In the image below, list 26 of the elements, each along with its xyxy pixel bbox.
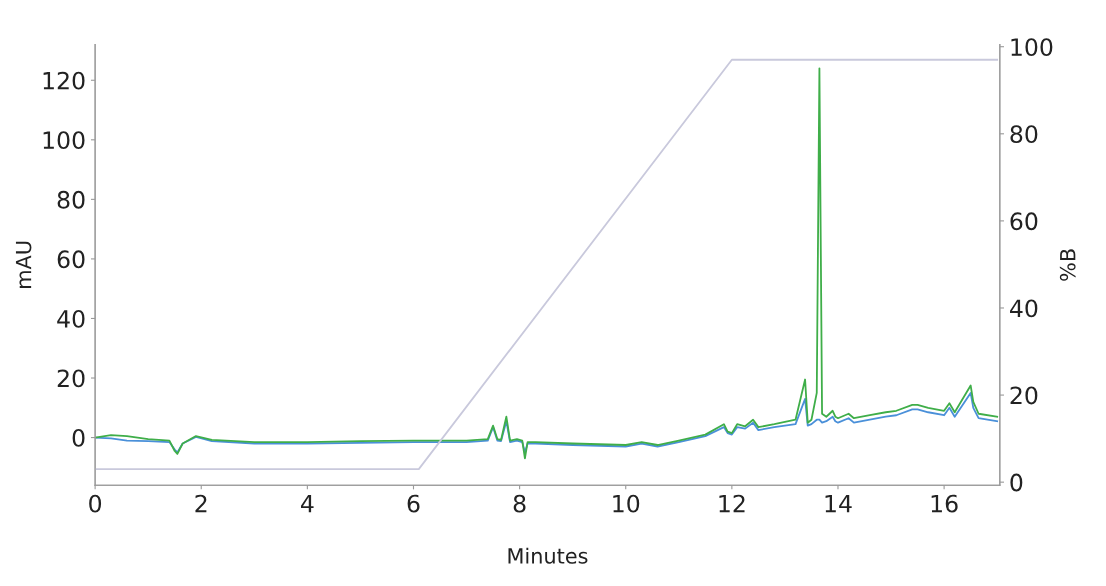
y-tick-label: 60 (57, 250, 85, 269)
x-tick-label: 2 (195, 494, 207, 513)
x-tick-label: 14 (825, 494, 852, 513)
y2-axis-title: %B (1059, 249, 1076, 281)
y-tick-label: 100 (43, 131, 85, 150)
y-tick-label: 120 (43, 71, 85, 90)
x-tick-label: 0 (89, 494, 102, 513)
y2-tick-label: 80 (1010, 125, 1038, 144)
y2-tick-label: 0 (1010, 473, 1023, 492)
y2-tick-label: 20 (1010, 386, 1038, 405)
y-tick-label: 80 (57, 190, 85, 209)
y-tick-label: 40 (57, 309, 85, 328)
y-tick-label: 0 (72, 429, 85, 447)
y-tick-label: 20 (57, 369, 85, 388)
x-tick-label: 4 (301, 494, 314, 513)
x-tick-label: 16 (931, 494, 958, 513)
y2-tick-label: 100 (1011, 38, 1053, 57)
x-tick-label: 10 (613, 494, 640, 513)
x-tick-label: 12 (719, 494, 745, 513)
y2-tick-label: 40 (1010, 299, 1038, 318)
x-tick-label: 8 (513, 494, 526, 513)
x-tick-label: 6 (407, 494, 420, 513)
y2-tick-label: 60 (1010, 212, 1038, 231)
line-series (95, 392, 999, 454)
y-axis-title: mAU (15, 241, 32, 288)
x-axis-title: Minutes (508, 547, 588, 564)
